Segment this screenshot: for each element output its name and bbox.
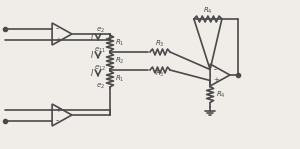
Text: +: +: [55, 107, 61, 112]
Text: +: +: [55, 37, 61, 42]
Text: $I$: $I$: [90, 31, 94, 42]
Text: $R_1$: $R_1$: [115, 74, 124, 84]
Text: $R_4$: $R_4$: [203, 6, 213, 16]
Text: -: -: [55, 116, 58, 125]
Text: -: -: [213, 65, 216, 74]
Text: $R_1$: $R_1$: [115, 38, 124, 48]
Text: $R_3$: $R_3$: [155, 69, 165, 79]
Text: +: +: [213, 77, 219, 83]
Text: $R_4$: $R_4$: [216, 89, 226, 100]
Text: -: -: [55, 24, 58, 33]
Text: $e_{12}$: $e_{12}$: [94, 64, 106, 73]
Text: $e_{11}$: $e_{11}$: [94, 46, 106, 55]
Text: $I$: $I$: [90, 67, 94, 78]
Text: $e_2$: $e_2$: [95, 26, 104, 35]
Text: $R_3$: $R_3$: [155, 39, 165, 49]
Text: $e_2$: $e_2$: [95, 82, 104, 91]
Text: $R_2$: $R_2$: [115, 56, 124, 66]
Text: $I$: $I$: [90, 49, 94, 60]
